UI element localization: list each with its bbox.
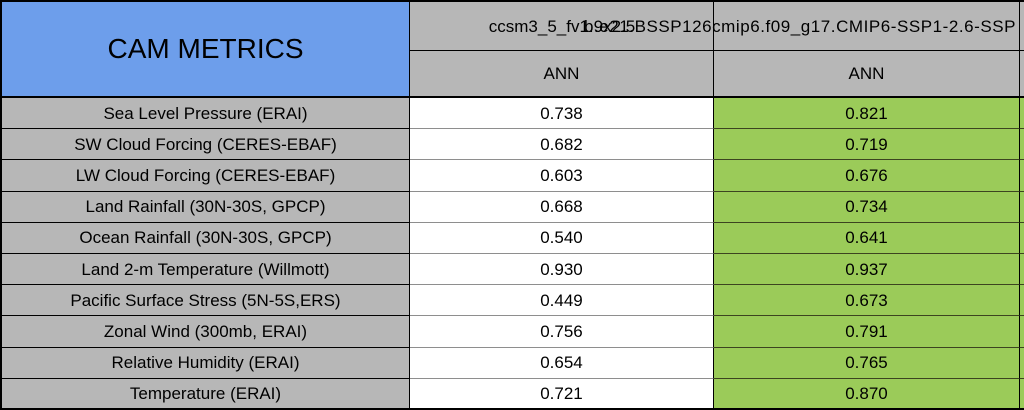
clipped-column-cell	[1020, 253, 1024, 286]
clipped-column-cell	[1020, 285, 1024, 317]
metric-value-run1: 0.603	[410, 160, 714, 192]
metric-value-run1: 0.756	[410, 316, 714, 348]
metric-value-run1: 0.540	[410, 222, 714, 254]
clipped-column-cell	[1020, 347, 1024, 379]
metric-label: SW Cloud Forcing (CERES-EBAF)	[2, 129, 410, 161]
metric-value-run1: 0.930	[410, 253, 714, 286]
metric-label: LW Cloud Forcing (CERES-EBAF)	[2, 160, 410, 192]
clipped-column-cell	[1020, 98, 1024, 130]
clipped-column-cell	[1020, 316, 1024, 348]
metric-value-run1: 0.449	[410, 285, 714, 317]
metric-label: Temperature (ERAI)	[2, 378, 410, 410]
metric-value-run2: 0.937	[714, 253, 1020, 286]
clipped-column-season-cell	[1020, 51, 1024, 98]
run1-header-cell	[410, 2, 714, 51]
metric-value-run2: 0.734	[714, 191, 1020, 223]
season-cell-run2: ANN	[714, 51, 1020, 98]
metric-value-run2: 0.641	[714, 222, 1020, 254]
metric-value-run2: 0.676	[714, 160, 1020, 192]
metric-value-run1: 0.682	[410, 129, 714, 161]
metric-value-run2: 0.719	[714, 129, 1020, 161]
metric-value-run2: 0.791	[714, 316, 1020, 348]
metric-value-run1: 0.668	[410, 191, 714, 223]
metric-value-run2: 0.821	[714, 98, 1020, 130]
clipped-column-cell	[1020, 191, 1024, 223]
metric-label: Sea Level Pressure (ERAI)	[2, 98, 410, 130]
clipped-column-header-cell	[1020, 2, 1024, 51]
clipped-column-cell	[1020, 378, 1024, 410]
clipped-column-cell	[1020, 222, 1024, 254]
metric-label: Pacific Surface Stress (5N-5S,ERS)	[2, 285, 410, 317]
metric-value-run1: 0.654	[410, 347, 714, 379]
metric-value-run1: 0.738	[410, 98, 714, 130]
metric-label: Zonal Wind (300mb, ERAI)	[2, 316, 410, 348]
metric-label: Land Rainfall (30N-30S, GPCP)	[2, 191, 410, 223]
table-title: CAM METRICS	[2, 2, 410, 98]
metric-value-run2: 0.870	[714, 378, 1020, 410]
metric-label: Land 2-m Temperature (Willmott)	[2, 253, 410, 286]
season-cell-run1: ANN	[410, 51, 714, 98]
run2-header-cell	[714, 2, 1020, 51]
metric-value-run2: 0.765	[714, 347, 1020, 379]
metric-label: Ocean Rainfall (30N-30S, GPCP)	[2, 222, 410, 254]
metric-value-run1: 0.721	[410, 378, 714, 410]
metric-label: Relative Humidity (ERAI)	[2, 347, 410, 379]
metric-value-run2: 0.673	[714, 285, 1020, 317]
clipped-column-cell	[1020, 129, 1024, 161]
clipped-column-cell	[1020, 160, 1024, 192]
